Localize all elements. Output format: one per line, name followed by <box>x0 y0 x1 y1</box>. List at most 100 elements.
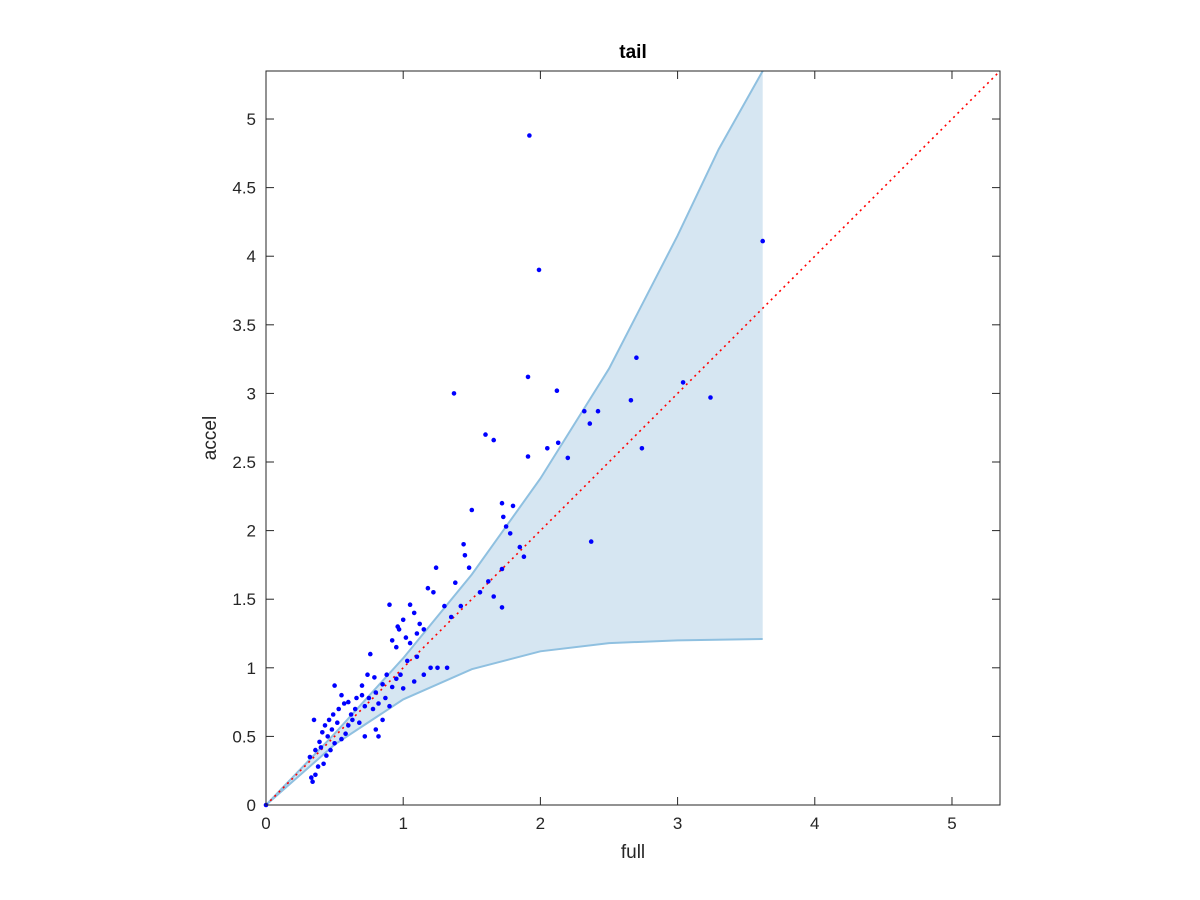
data-point <box>462 553 468 558</box>
data-point <box>336 706 342 712</box>
chart-title: tail <box>619 42 646 63</box>
data-point <box>332 683 337 688</box>
y-tick-label: 1.5 <box>232 590 256 609</box>
data-point <box>313 772 318 778</box>
y-tick-label: 2 <box>247 522 256 541</box>
data-point <box>322 723 328 728</box>
data-point <box>477 590 483 595</box>
axes-box <box>265 70 1001 806</box>
data-point <box>400 617 406 623</box>
data-point <box>451 391 457 396</box>
data-point <box>350 717 355 723</box>
data-point <box>545 446 550 451</box>
band-fill <box>266 71 763 805</box>
data-point <box>435 665 440 671</box>
data-point <box>346 723 351 728</box>
data-point <box>444 665 450 671</box>
data-point <box>461 542 466 547</box>
data-point <box>448 614 454 620</box>
data-point <box>341 701 347 706</box>
data-point <box>398 672 403 677</box>
data-point <box>346 699 351 705</box>
data-point <box>313 747 318 753</box>
data-point <box>339 736 344 742</box>
y-tick-label: 3.5 <box>232 316 256 335</box>
data-point <box>458 603 464 609</box>
data-point <box>365 672 370 677</box>
data-point <box>329 727 335 732</box>
data-point <box>414 654 420 660</box>
data-point <box>486 579 491 584</box>
data-point <box>354 695 359 701</box>
data-point <box>376 734 381 739</box>
data-point <box>407 640 413 646</box>
data-point <box>428 665 433 671</box>
data-point <box>405 658 410 664</box>
data-point <box>517 544 523 550</box>
data-point <box>400 686 406 691</box>
confidence-band <box>265 70 764 806</box>
data-point <box>503 524 509 529</box>
data-point <box>310 779 315 784</box>
data-point <box>582 408 587 414</box>
data-point <box>325 734 331 739</box>
data-point <box>639 446 645 451</box>
x-tick-label: 2 <box>536 814 545 833</box>
data-point <box>499 605 505 610</box>
data-point <box>370 706 376 712</box>
y-tick-label: 5 <box>247 110 256 129</box>
data-point <box>491 594 497 599</box>
data-point <box>628 398 634 403</box>
y-tick-label: 0.5 <box>232 727 256 746</box>
x-tick-label: 0 <box>261 814 270 833</box>
data-point <box>362 734 368 739</box>
data-point <box>348 712 354 717</box>
data-point <box>330 712 336 717</box>
data-points <box>263 133 765 808</box>
data-point <box>760 238 765 244</box>
data-point <box>362 703 368 709</box>
data-point <box>343 731 348 736</box>
x-tick-label: 3 <box>673 814 682 833</box>
data-point <box>483 432 488 437</box>
reference-line <box>265 70 1001 806</box>
y-tick-label: 1 <box>247 659 256 678</box>
x-axis-label: full <box>621 842 645 863</box>
data-point <box>339 692 344 698</box>
data-point <box>384 672 390 677</box>
data-point <box>359 683 365 688</box>
data-point <box>335 720 340 725</box>
data-point <box>328 747 333 753</box>
data-point <box>394 676 399 682</box>
y-tick-label: 4.5 <box>232 179 256 198</box>
data-point <box>499 500 505 506</box>
data-point <box>708 395 713 400</box>
data-point <box>380 717 385 723</box>
band-upper-edge <box>265 70 764 806</box>
data-point <box>421 627 427 632</box>
data-point <box>442 603 447 609</box>
data-point <box>357 720 362 725</box>
data-point <box>466 565 472 570</box>
y-tick-label: 2.5 <box>232 453 256 472</box>
data-point <box>425 585 431 591</box>
data-point <box>309 775 314 780</box>
data-point <box>311 717 317 723</box>
data-point <box>536 267 542 273</box>
x-tick-label: 1 <box>398 814 407 833</box>
data-point <box>373 727 379 732</box>
data-point <box>352 706 358 712</box>
data-point <box>411 679 417 684</box>
data-point <box>407 602 413 607</box>
band-lower-edge <box>265 638 763 806</box>
data-point <box>396 627 402 632</box>
data-point <box>433 565 439 570</box>
data-point <box>326 717 332 723</box>
data-point <box>453 580 458 585</box>
x-tick-label: 5 <box>947 814 956 833</box>
data-point <box>501 514 506 520</box>
data-point <box>554 388 560 394</box>
data-point <box>380 682 385 687</box>
data-point <box>389 638 395 643</box>
data-point <box>324 753 329 758</box>
